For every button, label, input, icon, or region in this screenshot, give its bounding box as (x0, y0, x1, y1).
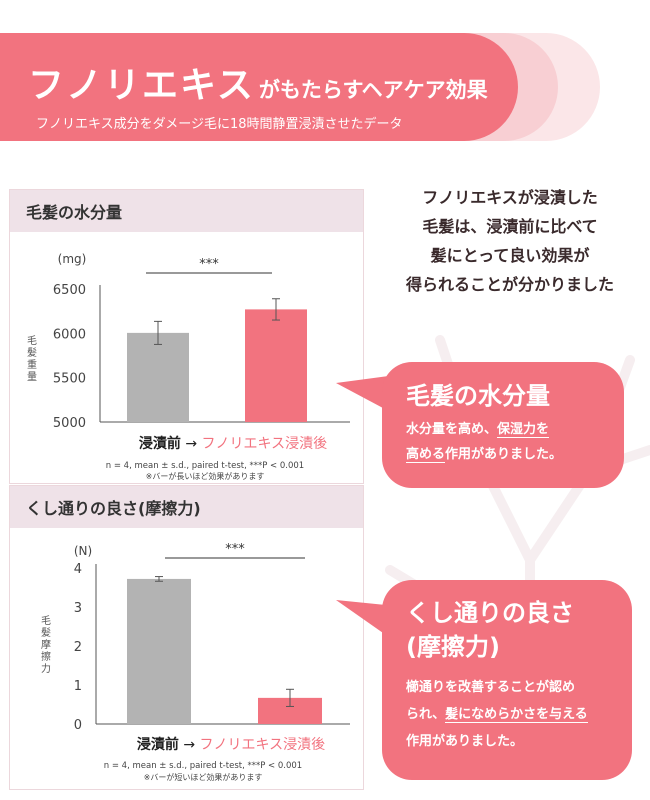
y-tick-label: 6000 (53, 327, 86, 342)
category-arrow: → (179, 737, 200, 753)
y-axis-label: 毛 (41, 615, 51, 627)
y-tick-label: 5000 (53, 416, 86, 431)
y-axis-label: 擦 (41, 650, 51, 663)
callout-body: 櫛通りを改善することが認め られ、髪になめらかさを与える 作用がありました。 (382, 674, 632, 755)
callout-text: 櫛通りを改善することが認め (406, 680, 576, 695)
unit-label: (mg) (58, 252, 87, 266)
summary-line: フノリエキスが浸漬した (422, 188, 598, 207)
callout-title-line: (摩擦力) (406, 633, 500, 661)
callout-title: 毛髪の水分量 (406, 382, 550, 410)
y-axis-label: 毛 (27, 335, 37, 347)
category-labels: 浸漬前 → フノリエキス浸漬後 (137, 736, 325, 753)
category-labels: 浸漬前 → フノリエキス浸漬後 (139, 435, 327, 452)
bar (245, 309, 307, 422)
page-title: フノリエキス がもたらすヘアケア効果 (28, 56, 488, 108)
callout-title: くし通りの良さ (摩擦力) (382, 596, 632, 664)
callout-moisture: 毛髪の水分量 水分量を高め、保湿力を 高める作用がありました。 (382, 362, 624, 488)
callout-highlight: 髪になめらかさを与える (445, 707, 588, 723)
summary-line: 得られることが分かりました (405, 275, 614, 294)
callout-pointer (336, 600, 396, 642)
callout-text: 作用がありました。 (406, 734, 524, 749)
bar (127, 332, 189, 422)
unit-label: (N) (74, 544, 92, 558)
y-tick-label: 4 (74, 562, 82, 577)
y-tick-label: 0 (74, 718, 82, 733)
footnote: n = 4, mean ± s.d., paired t-test, ***P … (106, 461, 304, 471)
chart-panel-header: 毛髪の水分量 (10, 190, 363, 232)
chart-panel-header: くし通りの良さ(摩擦力) (10, 486, 363, 528)
y-tick-label: 6500 (53, 283, 86, 298)
y-axis-label: 摩 (41, 638, 51, 651)
chart-title: くし通りの良さ(摩擦力) (26, 499, 201, 518)
header-band (0, 33, 518, 141)
footnote: ※バーが短いほど効果があります (144, 772, 263, 782)
y-tick-label: 5500 (53, 372, 86, 387)
category-label: フノリエキス浸漬後 (200, 737, 326, 753)
bar (127, 578, 191, 724)
y-tick-label: 1 (74, 679, 82, 694)
callout-text: 水分量を高め、 (406, 422, 498, 437)
chart-panel-friction: くし通りの良さ(摩擦力) (N) 4 3 2 1 0 毛髪摩擦力 *** 浸漬前 → フノリエキ… (9, 485, 364, 790)
page-title-main: フノリエキス (28, 65, 255, 106)
significance-label: *** (199, 257, 219, 272)
footnote: ※バーが長いほど効果があります (146, 471, 265, 481)
callout-highlight: 保湿力を (497, 422, 550, 438)
summary-text: フノリエキスが浸漬した 毛髪は、浸漬前に比べて 髪にとって良い効果が 得られるこ… (375, 183, 645, 299)
callout-pointer (336, 375, 396, 415)
category-label: 浸漬前 (137, 736, 179, 753)
summary-line: 毛髪は、浸漬前に比べて (422, 217, 598, 236)
callout-highlight: 高める (406, 447, 446, 463)
y-axis-label: 重 (27, 358, 37, 371)
y-axis-label: 量 (27, 371, 37, 383)
y-axis-label: 髪 (27, 347, 37, 359)
y-tick-label: 3 (74, 601, 82, 616)
footnote: n = 4, mean ± s.d., paired t-test, ***P … (104, 761, 302, 771)
callout-title-line: くし通りの良さ (406, 599, 574, 627)
y-tick-label: 2 (74, 640, 82, 655)
callout-body: 水分量を高め、保湿力を 高める作用がありました。 (382, 417, 624, 467)
category-label: フノリエキス浸漬後 (202, 436, 328, 452)
page-title-sub: がもたらすヘアケア効果 (258, 78, 488, 102)
callout-text: 作用がありました。 (445, 447, 563, 462)
callout-combing: くし通りの良さ (摩擦力) 櫛通りを改善することが認め られ、髪になめらかさを与… (382, 580, 632, 780)
callout-text: られ、 (406, 707, 446, 722)
significance-label: *** (225, 542, 245, 557)
chart-title: 毛髪の水分量 (26, 203, 123, 222)
category-arrow: → (181, 436, 202, 452)
y-axis-label: 力 (41, 662, 51, 675)
category-label: 浸漬前 (139, 435, 181, 452)
summary-line: 髪にとって良い効果が (430, 246, 590, 265)
y-axis-label: 髪 (41, 627, 51, 639)
chart-panel-moisture: 毛髪の水分量 (mg) 6500 6000 5500 5000 毛髪重量 *** 浸漬前 → … (9, 189, 364, 484)
page-subtitle: フノリエキス成分をダメージ毛に18時間静置浸漬させたデータ (36, 117, 403, 132)
